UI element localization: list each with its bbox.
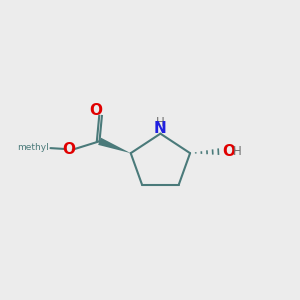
Text: methyl: methyl [17,143,49,152]
Text: O: O [89,103,102,118]
Polygon shape [98,138,131,153]
Text: N: N [154,121,167,136]
Text: H: H [232,145,241,158]
Text: H: H [156,116,165,129]
Text: O: O [63,142,76,157]
Text: O: O [222,144,235,159]
